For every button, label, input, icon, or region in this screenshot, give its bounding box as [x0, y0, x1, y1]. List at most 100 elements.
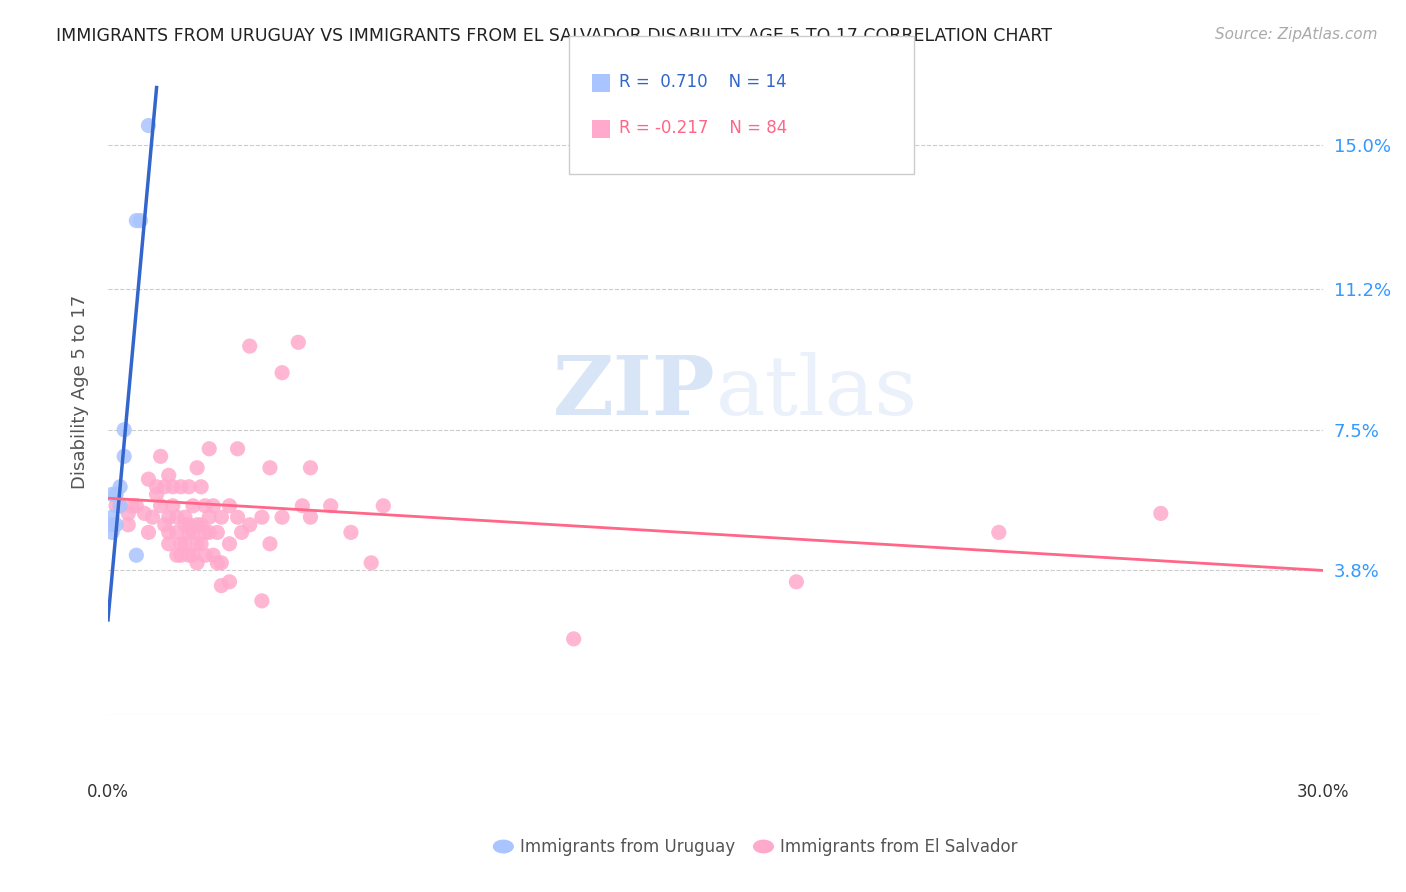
- Point: [145, 480, 167, 494]
- Point: [360, 556, 382, 570]
- Point: [186, 556, 208, 570]
- Point: [202, 548, 225, 562]
- Point: [987, 525, 1010, 540]
- Point: [250, 594, 273, 608]
- Point: [174, 510, 197, 524]
- Text: atlas: atlas: [716, 351, 918, 432]
- Point: [134, 507, 156, 521]
- Point: [231, 525, 253, 540]
- Point: [105, 517, 128, 532]
- Point: [259, 537, 281, 551]
- Point: [157, 510, 180, 524]
- Point: [207, 525, 229, 540]
- Point: [105, 487, 128, 501]
- Point: [181, 548, 204, 562]
- Point: [121, 499, 143, 513]
- Point: [108, 499, 131, 513]
- Point: [186, 460, 208, 475]
- Point: [153, 480, 176, 494]
- Point: [194, 499, 217, 513]
- Point: [190, 480, 212, 494]
- Point: [340, 525, 363, 540]
- Point: [198, 510, 221, 524]
- Point: [239, 517, 262, 532]
- Point: [218, 537, 240, 551]
- Point: [207, 556, 229, 570]
- Text: IMMIGRANTS FROM URUGUAY VS IMMIGRANTS FROM EL SALVADOR DISABILITY AGE 5 TO 17 CO: IMMIGRANTS FROM URUGUAY VS IMMIGRANTS FR…: [56, 27, 1052, 45]
- Point: [157, 468, 180, 483]
- Point: [198, 442, 221, 456]
- Point: [181, 525, 204, 540]
- Point: [101, 525, 124, 540]
- Point: [209, 579, 232, 593]
- Point: [299, 460, 322, 475]
- Text: Source: ZipAtlas.com: Source: ZipAtlas.com: [1215, 27, 1378, 42]
- Point: [299, 510, 322, 524]
- Point: [177, 525, 200, 540]
- Point: [177, 480, 200, 494]
- Point: [125, 499, 148, 513]
- Point: [112, 450, 135, 464]
- Point: [141, 510, 163, 524]
- Point: [177, 548, 200, 562]
- Point: [209, 556, 232, 570]
- Point: [166, 548, 188, 562]
- Point: [202, 499, 225, 513]
- Point: [145, 487, 167, 501]
- Point: [166, 510, 188, 524]
- Point: [190, 517, 212, 532]
- Text: R = -0.217    N = 84: R = -0.217 N = 84: [619, 120, 787, 137]
- Text: Immigrants from El Salvador: Immigrants from El Salvador: [780, 838, 1018, 855]
- Point: [108, 480, 131, 494]
- Point: [373, 499, 395, 513]
- Point: [153, 517, 176, 532]
- Point: [291, 499, 314, 513]
- Point: [149, 499, 172, 513]
- Point: [166, 525, 188, 540]
- Point: [129, 213, 152, 227]
- Point: [138, 119, 160, 133]
- Point: [190, 537, 212, 551]
- Point: [125, 548, 148, 562]
- Point: [1150, 507, 1173, 521]
- Point: [108, 499, 131, 513]
- Text: R =  0.710    N = 14: R = 0.710 N = 14: [619, 73, 786, 91]
- Point: [259, 460, 281, 475]
- Text: 30.0%: 30.0%: [1296, 783, 1348, 801]
- Point: [149, 450, 172, 464]
- Point: [209, 510, 232, 524]
- Point: [226, 510, 249, 524]
- Point: [177, 517, 200, 532]
- Point: [194, 525, 217, 540]
- Point: [181, 499, 204, 513]
- Y-axis label: Disability Age 5 to 17: Disability Age 5 to 17: [72, 294, 89, 489]
- Point: [117, 507, 139, 521]
- Point: [101, 487, 124, 501]
- Point: [162, 480, 184, 494]
- Point: [186, 517, 208, 532]
- Point: [319, 499, 342, 513]
- Point: [250, 510, 273, 524]
- Point: [125, 213, 148, 227]
- Point: [186, 537, 208, 551]
- Text: Immigrants from Uruguay: Immigrants from Uruguay: [520, 838, 735, 855]
- Point: [101, 510, 124, 524]
- Point: [218, 499, 240, 513]
- Point: [174, 537, 197, 551]
- Point: [226, 442, 249, 456]
- Point: [101, 517, 124, 532]
- Point: [287, 335, 309, 350]
- Point: [157, 537, 180, 551]
- Text: 0.0%: 0.0%: [87, 783, 129, 801]
- Point: [218, 574, 240, 589]
- Point: [162, 499, 184, 513]
- Point: [170, 480, 193, 494]
- Point: [138, 525, 160, 540]
- Point: [271, 366, 294, 380]
- Point: [138, 472, 160, 486]
- Point: [271, 510, 294, 524]
- Point: [194, 548, 217, 562]
- Point: [198, 525, 221, 540]
- Point: [170, 548, 193, 562]
- Text: ZIP: ZIP: [553, 351, 716, 432]
